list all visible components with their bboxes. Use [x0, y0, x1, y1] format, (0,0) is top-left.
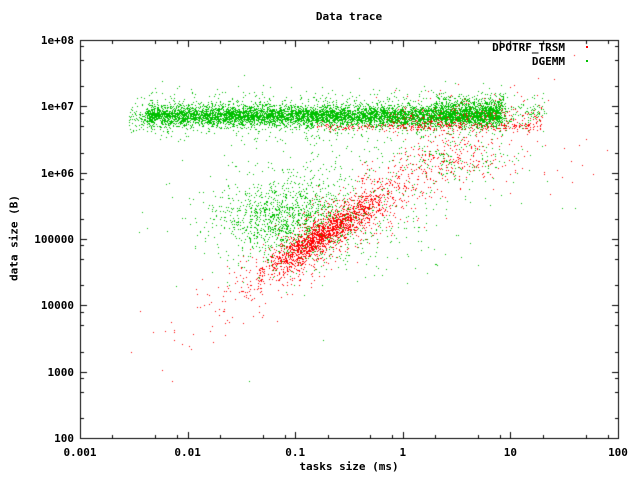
x-tick-label: 0.01 [174, 446, 201, 459]
y-tick-label: 100 [54, 432, 74, 445]
x-axis-label: tasks size (ms) [299, 460, 399, 473]
legend-item-marker-dot [586, 59, 588, 62]
y-tick-label: 1e+07 [40, 100, 74, 114]
legend-item-label: DPOTRF_TRSM [492, 41, 565, 54]
chart-title: Data trace [315, 10, 383, 23]
y-tick-label: 100000 [34, 233, 74, 246]
x-tick-label: 10 [503, 446, 518, 459]
legend-item-label: DGEMM [531, 54, 565, 68]
y-tick-label: 1e+06 [40, 166, 74, 180]
legend-item-marker-dot [586, 46, 588, 48]
x-tick-label: 100 [608, 446, 628, 459]
y-tick-label: 10000 [40, 299, 74, 313]
x-tick-label: 1 [399, 446, 407, 459]
y-tick-label: 1e+08 [40, 34, 74, 47]
x-tick-label: 0.001 [63, 446, 97, 459]
x-tick-label: 0.1 [285, 446, 306, 459]
y-tick-label: 1000 [47, 365, 75, 379]
